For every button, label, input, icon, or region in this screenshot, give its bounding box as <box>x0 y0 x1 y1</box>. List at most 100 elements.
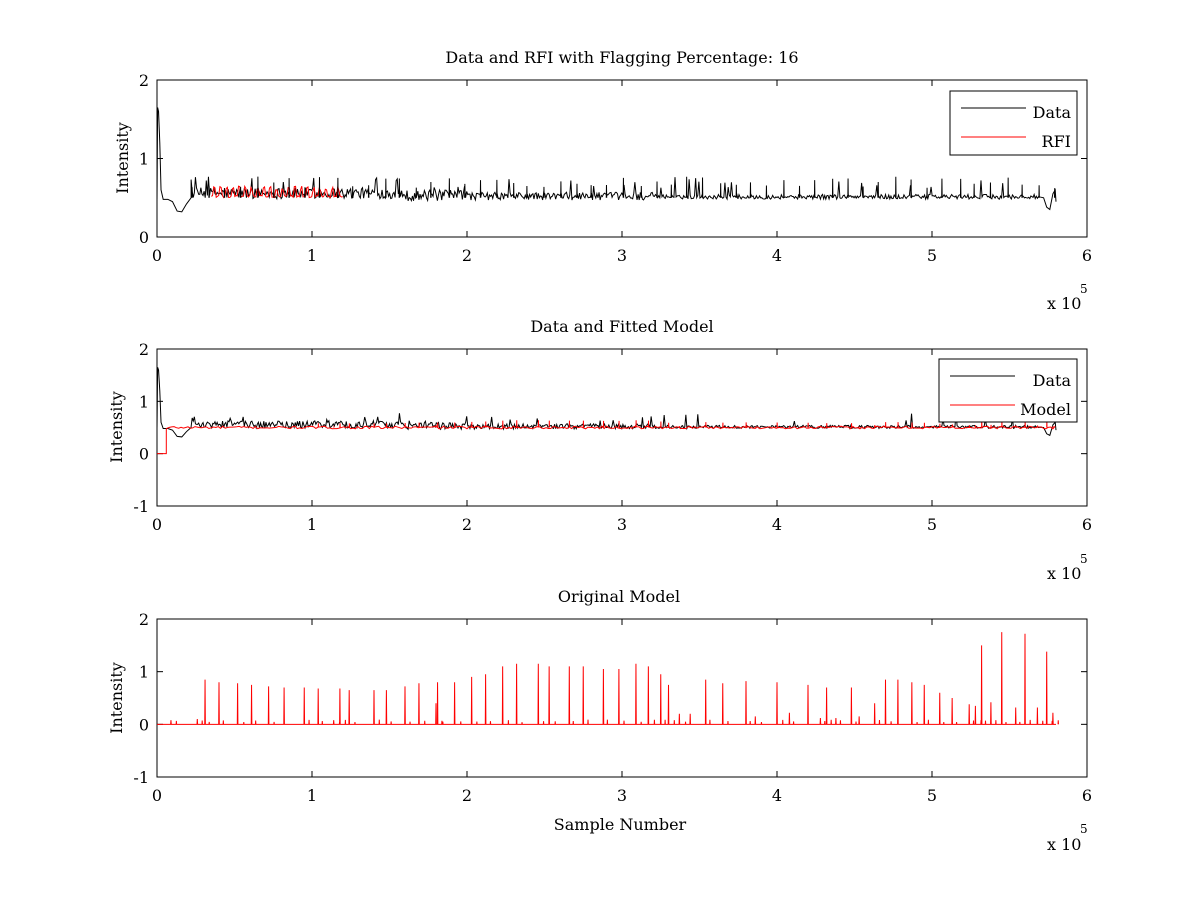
spike-mark <box>568 666 571 725</box>
chart-panel-rfi: Data and RFI with Flagging Percentage: 1… <box>113 48 1092 313</box>
spike-mark <box>850 687 853 725</box>
x-tick-label: 6 <box>1082 515 1092 534</box>
spike-mark <box>788 712 791 725</box>
y-axis-label: Intensity <box>113 122 132 194</box>
spike-mark <box>484 674 487 725</box>
spike-mark <box>602 669 605 725</box>
spike-mark <box>348 690 351 725</box>
spike-mark <box>807 684 809 725</box>
spike-mark <box>776 682 778 725</box>
spike-mark <box>267 686 270 725</box>
spike-mark <box>1000 632 1003 725</box>
legend-entry-label: Model <box>1020 400 1071 419</box>
x-exponent-label: x 10 <box>1047 564 1081 583</box>
x-tick-label: 6 <box>1082 246 1092 265</box>
legend-box <box>938 358 1078 423</box>
chart-title: Original Model <box>558 587 680 606</box>
y-tick-label: -1 <box>133 497 149 516</box>
y-axis-label: Intensity <box>107 662 126 734</box>
x-tick-label: 1 <box>307 246 317 265</box>
y-tick-label: 1 <box>139 150 149 169</box>
spike-mark <box>635 663 637 725</box>
legend: Data RFI <box>949 90 1078 156</box>
spike-mark <box>689 713 692 725</box>
spike-mark <box>819 717 822 725</box>
y-axis-label: Intensity <box>107 391 126 463</box>
spike-mark <box>435 703 437 725</box>
x-tick-label: 0 <box>152 786 162 805</box>
x-exponent-value: 5 <box>1080 282 1088 296</box>
y-tick-label: 0 <box>139 715 149 734</box>
spike-mark <box>373 690 375 725</box>
x-tick-label: 5 <box>927 246 937 265</box>
x-tick-label: 3 <box>617 246 627 265</box>
spike-mark <box>1045 651 1048 725</box>
spike-mark <box>835 717 837 725</box>
y-tick-label: 2 <box>139 340 149 359</box>
chart-title: Data and Fitted Model <box>530 317 713 336</box>
spike-mark <box>990 702 992 725</box>
x-exponent-value: 5 <box>1080 552 1088 566</box>
spike-mark <box>745 681 747 725</box>
x-tick-label: 5 <box>927 786 937 805</box>
plot-area <box>157 367 1057 455</box>
spike-mark <box>659 674 662 725</box>
spike-mark <box>974 705 977 725</box>
spike-mark <box>754 716 757 725</box>
spike-mark <box>1014 707 1017 725</box>
spike-mark <box>911 682 913 725</box>
spike-mark <box>250 684 253 725</box>
legend-entry-label: Data <box>1033 371 1072 390</box>
spike-mark <box>1052 712 1054 725</box>
spike-mark <box>385 690 388 725</box>
series-line-model <box>157 425 1056 455</box>
x-tick-label: 1 <box>307 786 317 805</box>
spike-mark <box>667 684 670 725</box>
spike-mark <box>923 684 926 725</box>
plot-area <box>157 107 1057 213</box>
chart-panel-original-model: Original Model Intensity Sample Number x… <box>107 587 1092 854</box>
spike-mark <box>436 682 439 725</box>
x-tick-label: 2 <box>462 515 472 534</box>
x-tick-label: 3 <box>617 515 627 534</box>
legend: Data Model <box>938 358 1078 423</box>
x-tick-label: 2 <box>462 246 472 265</box>
spike-mark <box>196 719 199 725</box>
spike-mark <box>884 679 887 725</box>
x-tick-label: 6 <box>1082 786 1092 805</box>
spike-mark <box>951 697 953 725</box>
spike-mark <box>980 645 983 725</box>
spike-mark <box>897 679 899 725</box>
spike-mark <box>938 692 941 725</box>
x-tick-label: 4 <box>772 786 782 805</box>
y-tick-label: 1 <box>139 663 149 682</box>
x-tick-label: 1 <box>307 515 317 534</box>
x-tick-label: 3 <box>617 786 627 805</box>
spike-mark <box>1036 707 1039 725</box>
spike-mark <box>647 666 650 725</box>
spike-mark <box>825 687 828 725</box>
x-tick-label: 4 <box>772 246 782 265</box>
x-tick-label: 2 <box>462 786 472 805</box>
spike-mark <box>453 682 456 725</box>
spike-mark <box>317 688 320 725</box>
spike-mark <box>548 666 550 725</box>
spike-mark <box>515 663 518 725</box>
spike-mark <box>283 687 285 725</box>
x-exponent-label: x 10 <box>1047 294 1081 313</box>
y-tick-label: 0 <box>139 228 149 247</box>
x-exponent-label: x 10 <box>1047 835 1081 854</box>
series-line-rfi <box>211 184 343 199</box>
spike-mark <box>968 704 971 725</box>
spike-mark <box>858 716 860 725</box>
spike-mark <box>618 669 620 725</box>
x-axis-label: Sample Number <box>554 815 687 834</box>
spike-mark <box>303 687 306 725</box>
y-tick-label: 0 <box>139 445 149 464</box>
spike-mark <box>1024 633 1026 725</box>
x-tick-label: 4 <box>772 515 782 534</box>
spike-mark <box>339 688 341 725</box>
y-tick-label: 2 <box>139 610 149 629</box>
y-tick-label: 1 <box>139 392 149 411</box>
